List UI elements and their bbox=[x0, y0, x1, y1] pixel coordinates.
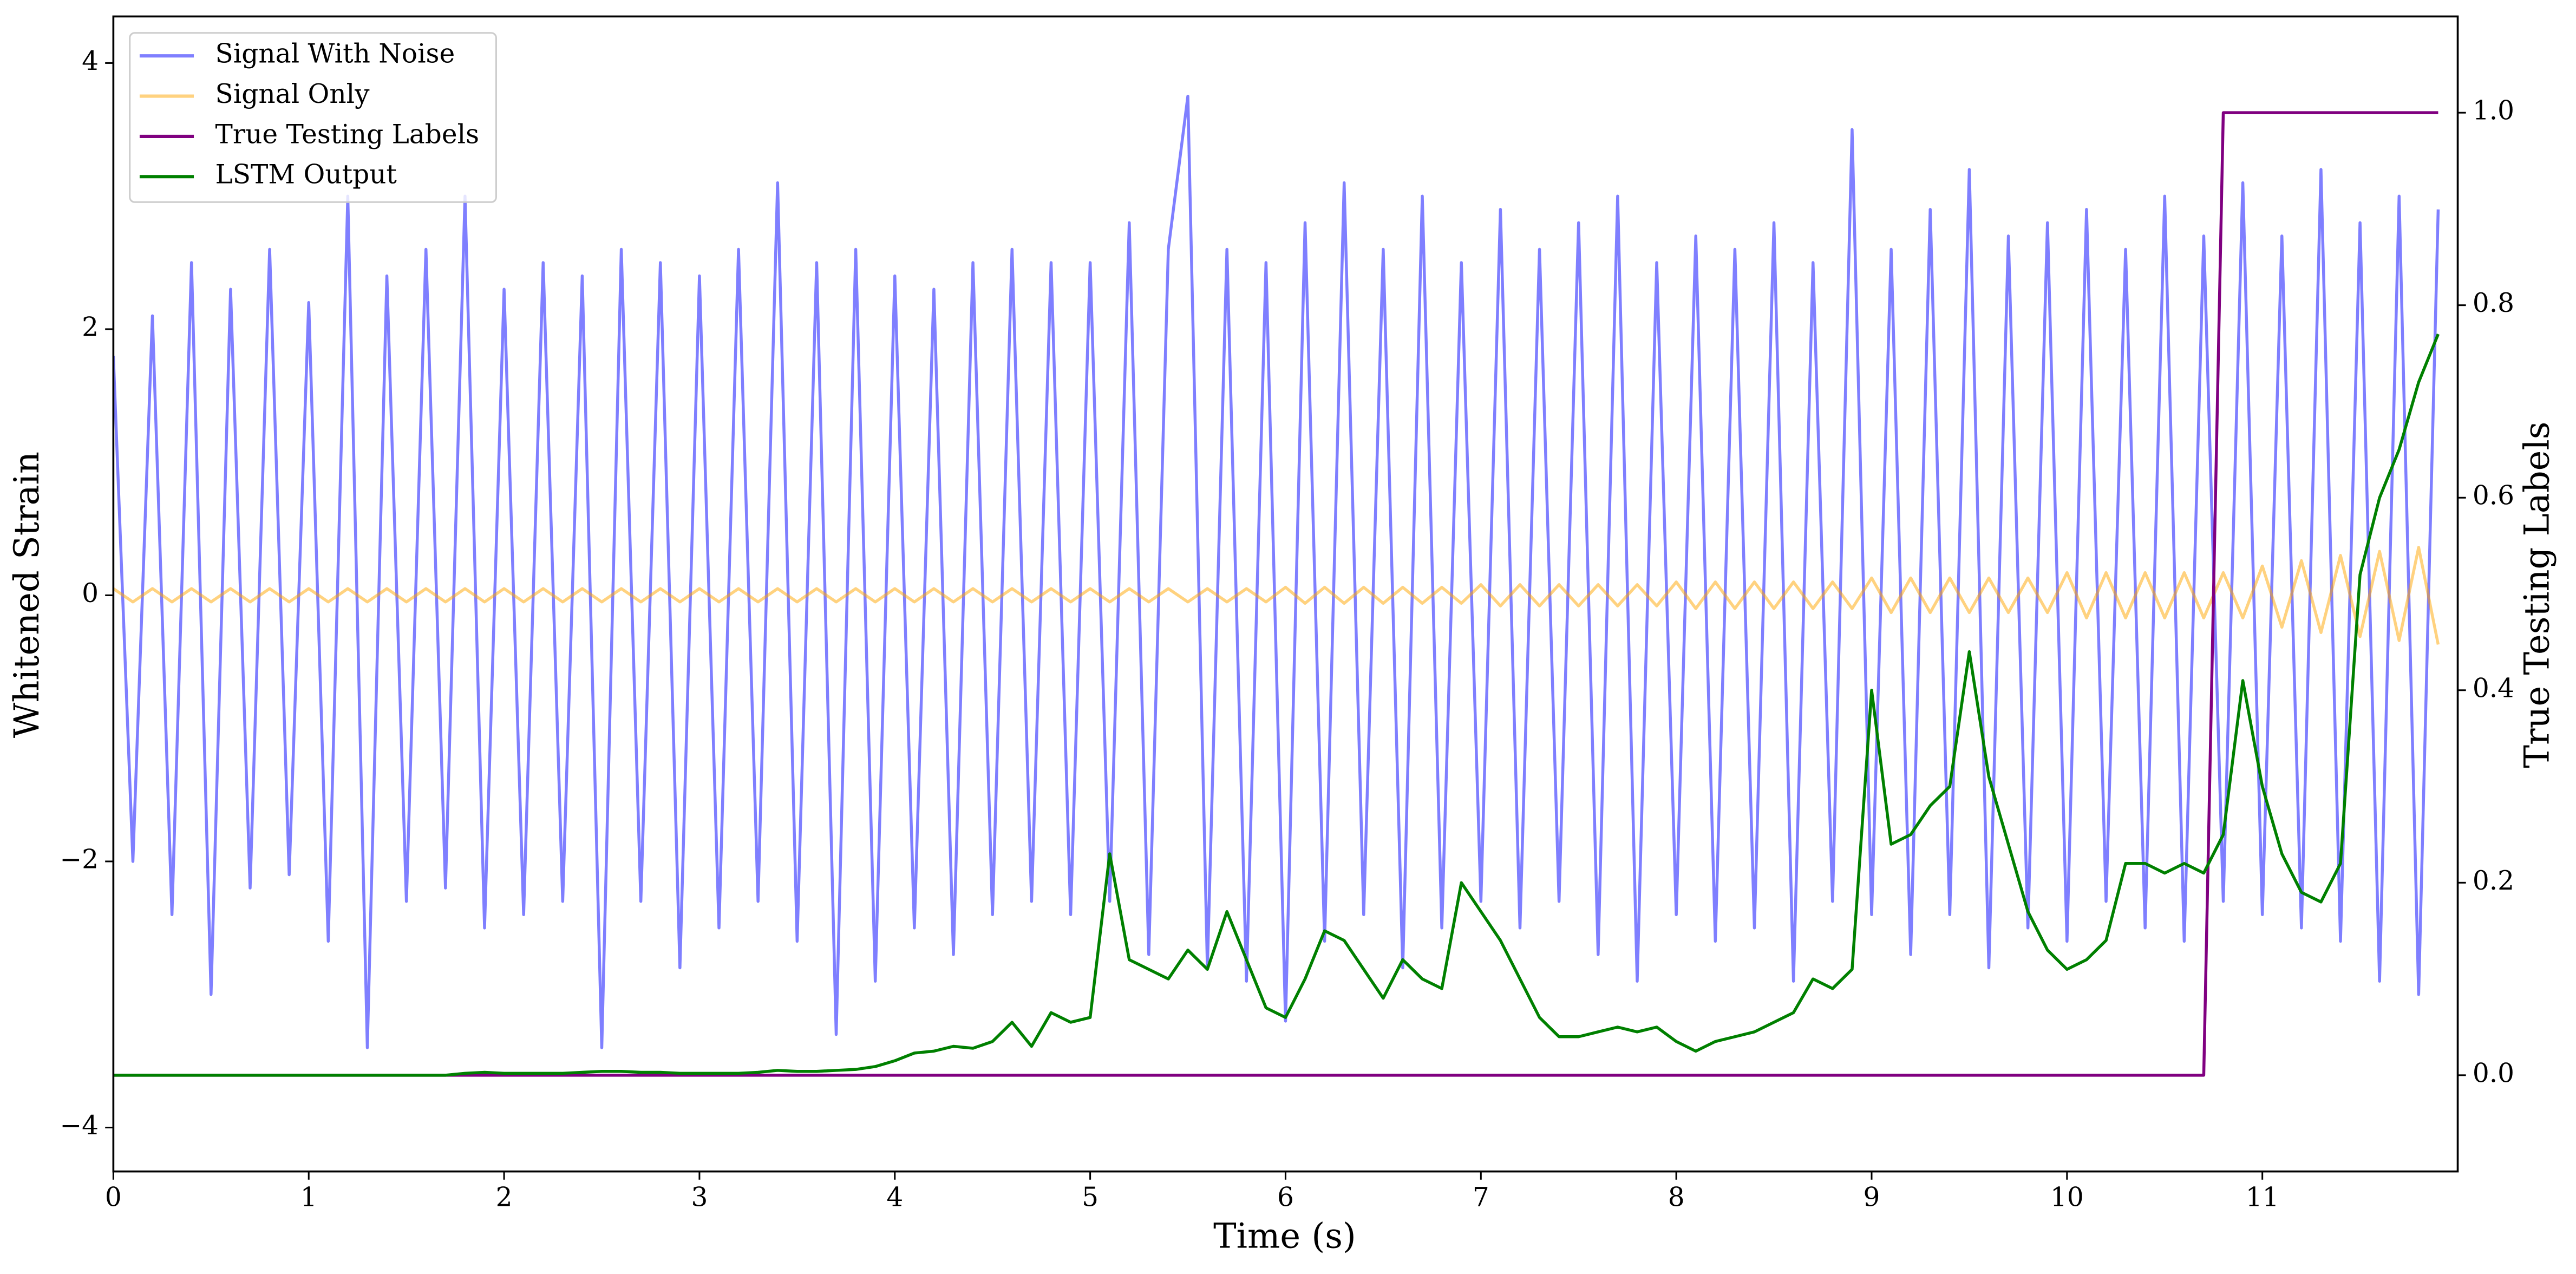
legend-box bbox=[129, 32, 497, 203]
legend-label: LSTM Output bbox=[215, 160, 397, 190]
y2-tick-label: 1.0 bbox=[2473, 96, 2514, 126]
x-tick-label: 11 bbox=[2246, 1182, 2279, 1213]
y-axis-label: Whitened Strain bbox=[7, 452, 47, 738]
x-tick-label: 7 bbox=[1473, 1182, 1489, 1213]
y2-tick-label: 0.4 bbox=[2473, 673, 2514, 703]
x-tick-label: 2 bbox=[496, 1182, 513, 1213]
x-tick-label: 3 bbox=[691, 1182, 708, 1213]
x-tick-label: 4 bbox=[886, 1182, 903, 1213]
y2-tick-label: 0.6 bbox=[2473, 481, 2514, 511]
x-tick-label: 0 bbox=[105, 1182, 122, 1213]
series-line bbox=[113, 111, 2438, 1077]
y2-tick-label: 0.8 bbox=[2473, 288, 2514, 318]
y2-tick-label: 0.2 bbox=[2473, 866, 2514, 896]
legend-label: Signal Only bbox=[215, 79, 370, 109]
legend-label: True Testing Labels bbox=[215, 119, 480, 149]
series-line bbox=[113, 334, 2440, 1077]
y-tick-label: −2 bbox=[60, 844, 99, 874]
plot-frame bbox=[112, 15, 2459, 1173]
y-tick-label: 0 bbox=[82, 578, 99, 609]
x-tick-label: 10 bbox=[2050, 1182, 2084, 1213]
y-tick-label: 2 bbox=[82, 312, 99, 342]
y2-axis-label: True Testing Labels bbox=[2518, 422, 2558, 768]
series-line bbox=[113, 546, 2440, 645]
x-axis-label: Time (s) bbox=[1213, 1217, 1356, 1257]
series-line bbox=[113, 95, 2440, 1049]
x-tick-label: 6 bbox=[1277, 1182, 1294, 1213]
y-tick-label: 4 bbox=[82, 46, 99, 76]
x-tick-label: 9 bbox=[1864, 1182, 1880, 1213]
x-tick-label: 1 bbox=[300, 1182, 317, 1213]
x-tick-label: 8 bbox=[1668, 1182, 1685, 1213]
x-tick-label: 5 bbox=[1082, 1182, 1099, 1213]
legend-label: Signal With Noise bbox=[215, 39, 455, 69]
y2-tick-label: 0.0 bbox=[2473, 1058, 2514, 1088]
y-tick-label: −4 bbox=[60, 1110, 99, 1141]
